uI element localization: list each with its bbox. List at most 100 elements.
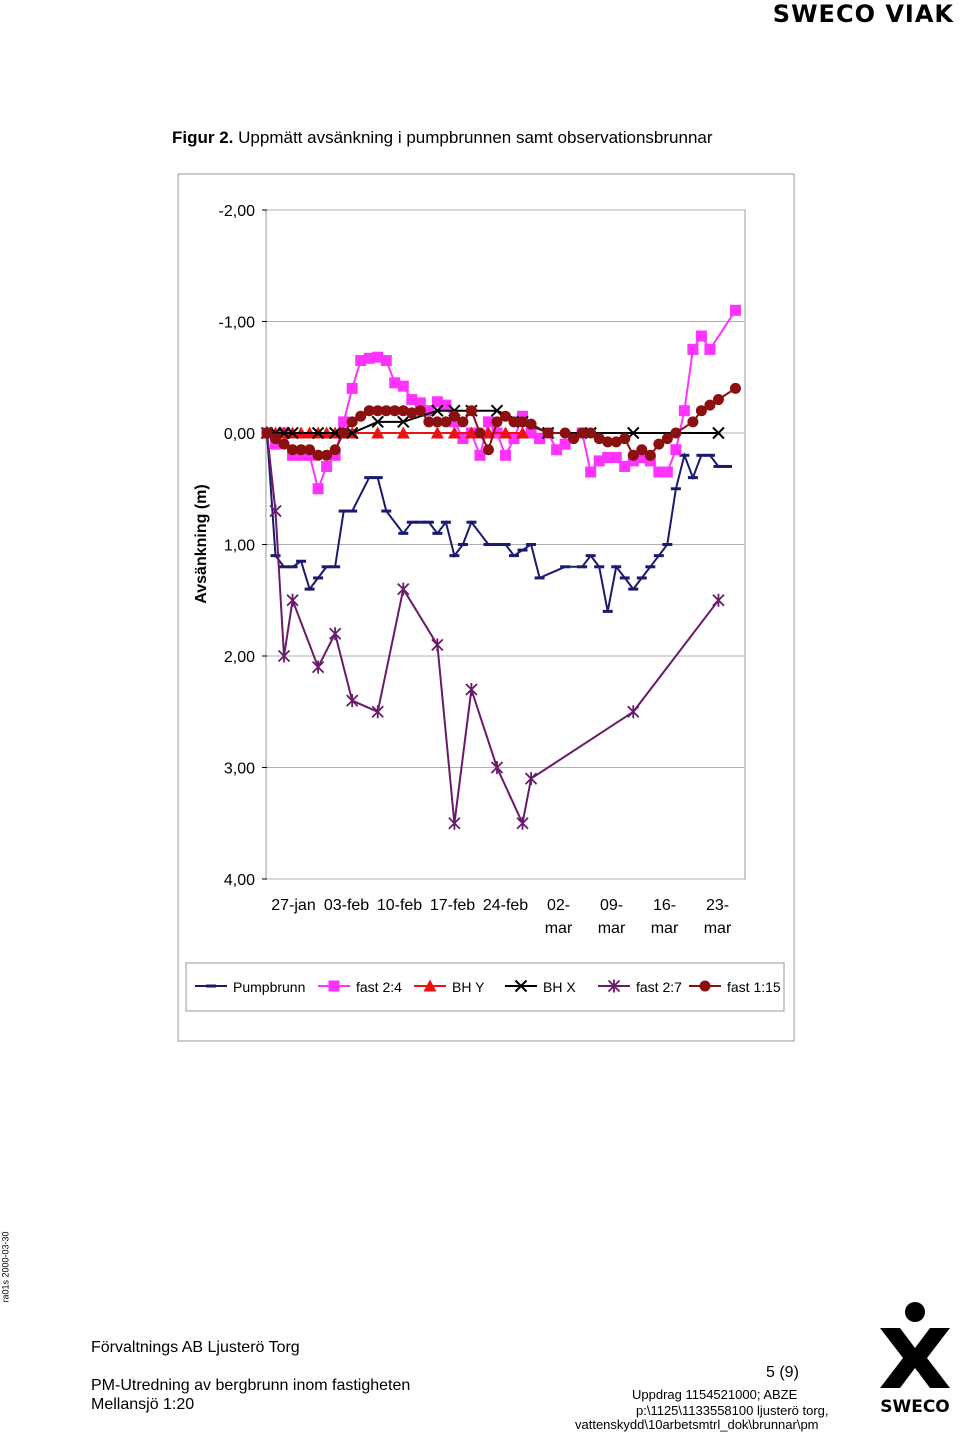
x-tick-label: 27-jan <box>271 897 315 914</box>
data-point-fast-1-15 <box>585 427 597 439</box>
data-point-fast-2-4 <box>687 343 699 355</box>
footer-company: Förvaltnings AB Ljusterö Torg <box>91 1339 300 1356</box>
figure-caption-text: Uppmätt avsänkning i pumpbrunnen samt ob… <box>238 128 713 147</box>
data-point-fast-2-4 <box>551 444 563 456</box>
data-point-fast-1-15 <box>542 427 554 439</box>
y-tick-label: 0,00 <box>224 426 255 443</box>
data-point-bh-x <box>397 415 410 429</box>
data-point-fast-1-15 <box>448 410 460 422</box>
data-point-fast-2-7 <box>371 705 384 719</box>
legend-marker <box>328 980 340 992</box>
legend-frame <box>185 962 785 1012</box>
data-point-fast-1-15 <box>729 382 741 394</box>
data-point-fast-1-15 <box>593 433 605 445</box>
data-point-fast-2-7 <box>490 761 504 774</box>
data-point-fast-2-4 <box>500 449 511 461</box>
legend-label: BH Y <box>452 979 485 995</box>
data-point-fast-2-4 <box>457 433 469 445</box>
data-point-fast-1-15 <box>363 405 375 417</box>
data-point-fast-1-15 <box>610 436 622 448</box>
data-point-fast-2-4 <box>678 405 690 417</box>
data-point-fast-1-15 <box>712 394 724 406</box>
chart-area-frame <box>177 173 795 1042</box>
x-tick-label: mar <box>545 920 573 937</box>
data-point-fast-1-15 <box>457 416 469 428</box>
data-point-fast-2-4 <box>474 449 486 461</box>
footer-path-1: p:\1125\1133558100 ljusterö torg, <box>636 1403 829 1418</box>
data-point-fast-1-15 <box>661 433 673 445</box>
data-point-fast-2-4 <box>559 438 571 450</box>
data-point-fast-2-4 <box>602 452 614 464</box>
data-point-bh-y <box>396 426 410 439</box>
data-point-fast-2-4 <box>363 352 375 364</box>
data-point-bh-y <box>516 426 530 439</box>
legend-label: fast 2:7 <box>636 979 682 995</box>
data-point-fast-1-15 <box>508 416 520 428</box>
legend-label: fast 2:4 <box>356 979 402 995</box>
data-point-fast-1-15 <box>423 416 435 428</box>
y-tick-label: 1,00 <box>224 538 255 555</box>
data-point-fast-2-4 <box>704 343 716 355</box>
data-point-fast-1-15 <box>304 444 316 456</box>
data-point-fast-2-4 <box>270 438 282 450</box>
data-point-fast-2-4 <box>653 466 665 478</box>
data-point-fast-2-4 <box>312 483 324 495</box>
figure-label: Figur 2. <box>172 128 234 147</box>
data-point-fast-2-4 <box>355 355 367 367</box>
data-point-fast-2-4 <box>644 455 656 467</box>
footer-assignment: Uppdrag 1154521000; ABZE <box>632 1387 798 1402</box>
data-point-fast-2-4 <box>440 399 452 411</box>
x-tick-label: 24-feb <box>483 897 528 914</box>
data-point-fast-2-7 <box>465 682 478 696</box>
data-point-fast-2-7 <box>524 772 538 786</box>
data-point-fast-1-15 <box>440 416 452 428</box>
data-point-bh-x <box>712 426 725 440</box>
legend-item-bh-x: BH X <box>505 979 576 995</box>
data-point-fast-2-7 <box>627 705 640 719</box>
data-point-bh-y <box>447 426 461 439</box>
data-point-fast-1-15 <box>627 449 639 461</box>
data-point-fast-2-7 <box>516 816 529 830</box>
data-point-fast-2-4 <box>321 460 333 472</box>
data-point-fast-1-15 <box>695 405 707 417</box>
y-tick-label: -2,00 <box>219 203 256 220</box>
y-tick-label: 4,00 <box>224 872 255 889</box>
data-point-fast-2-7 <box>277 649 291 663</box>
data-point-fast-2-4 <box>287 449 299 461</box>
data-point-fast-1-15 <box>380 405 392 417</box>
data-point-fast-2-4 <box>423 405 435 417</box>
data-point-fast-2-7 <box>329 627 342 641</box>
data-point-fast-2-4 <box>389 377 401 389</box>
legend-item-fast-2-4: fast 2:4 <box>318 979 402 995</box>
data-point-fast-2-4 <box>406 394 418 406</box>
data-point-fast-2-4 <box>610 452 622 464</box>
data-point-fast-1-15 <box>338 427 350 439</box>
legend-label: Pumpbrunn <box>233 979 305 995</box>
data-point-fast-1-15 <box>602 436 614 448</box>
data-point-fast-2-4 <box>627 455 639 467</box>
x-tick-label: 23- <box>706 897 729 914</box>
series-line-fast-2-4 <box>266 309 737 493</box>
series-group <box>260 304 741 830</box>
data-point-fast-2-4 <box>372 351 384 363</box>
data-point-fast-1-15 <box>295 444 307 456</box>
data-point-fast-2-7 <box>269 504 282 518</box>
data-point-fast-1-15 <box>278 438 290 450</box>
legend-label: BH X <box>543 979 576 995</box>
legend-item-fast-2-7: fast 2:7 <box>598 979 682 995</box>
data-point-fast-2-7 <box>712 593 725 607</box>
x-tick-label: 09- <box>600 897 623 914</box>
data-point-fast-2-7 <box>448 816 461 830</box>
data-point-fast-2-4 <box>304 449 316 461</box>
data-point-bh-x <box>345 426 359 440</box>
data-point-bh-y <box>371 426 385 439</box>
data-point-fast-2-7 <box>346 694 359 708</box>
legend-marker <box>699 980 711 992</box>
legend-item-bh-y: BH Y <box>414 979 485 995</box>
data-point-fast-1-15 <box>653 438 665 450</box>
data-point-bh-y <box>430 426 444 439</box>
data-point-fast-2-4 <box>448 416 460 428</box>
data-point-fast-1-15 <box>465 405 477 417</box>
y-tick-label: 2,00 <box>224 649 255 666</box>
series-fast-1-15 <box>261 382 741 461</box>
